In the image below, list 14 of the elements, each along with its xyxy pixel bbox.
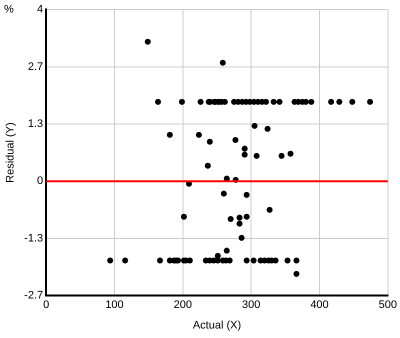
x-axis-title: Actual (X) <box>192 319 242 332</box>
text: % <box>4 4 14 16</box>
y-tick-label: -2.7 <box>24 290 44 302</box>
x-tick-label: 500 <box>378 299 398 312</box>
y-tick-label: 1.3 <box>28 118 44 130</box>
y-tick-label: 0 <box>37 175 44 188</box>
y-axis-title: Residual (Y) <box>4 122 17 183</box>
x-tick-label: 300 <box>242 299 260 312</box>
y-tick-label: -1.3 <box>24 232 44 244</box>
y-tick-label: 4 <box>37 4 44 16</box>
y-tick-label: 2.7 <box>28 60 44 73</box>
x-tick-label: 200 <box>174 299 192 312</box>
x-tick-label: 100 <box>105 299 124 312</box>
x-tick-label: 400 <box>310 299 329 312</box>
